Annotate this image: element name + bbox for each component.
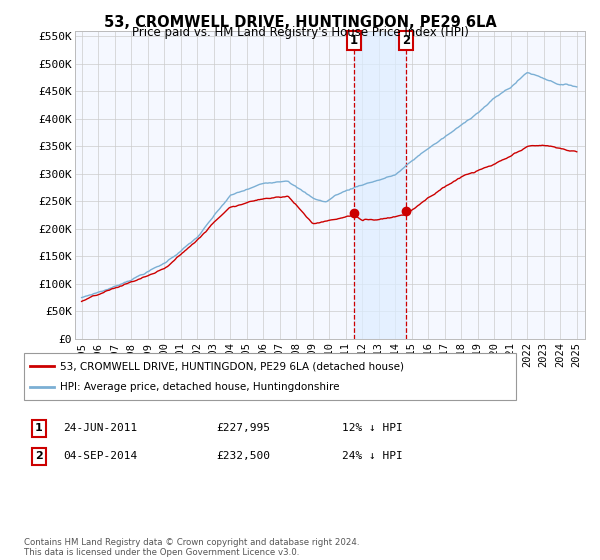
Text: Price paid vs. HM Land Registry's House Price Index (HPI): Price paid vs. HM Land Registry's House … (131, 26, 469, 39)
Text: 04-SEP-2014: 04-SEP-2014 (63, 451, 137, 461)
Text: 2: 2 (35, 451, 43, 461)
Text: 53, CROMWELL DRIVE, HUNTINGDON, PE29 6LA (detached house): 53, CROMWELL DRIVE, HUNTINGDON, PE29 6LA… (60, 361, 404, 371)
Bar (353, 31, 406, 339)
Text: 53, CROMWELL DRIVE, HUNTINGDON, PE29 6LA: 53, CROMWELL DRIVE, HUNTINGDON, PE29 6LA (104, 15, 496, 30)
Text: 24-JUN-2011: 24-JUN-2011 (63, 423, 137, 433)
Text: Contains HM Land Registry data © Crown copyright and database right 2024.
This d: Contains HM Land Registry data © Crown c… (24, 538, 359, 557)
Text: HPI: Average price, detached house, Huntingdonshire: HPI: Average price, detached house, Hunt… (60, 382, 340, 392)
Text: 1: 1 (350, 34, 358, 46)
Text: 12% ↓ HPI: 12% ↓ HPI (342, 423, 403, 433)
Text: 2: 2 (402, 34, 410, 46)
Text: £232,500: £232,500 (216, 451, 270, 461)
Text: £227,995: £227,995 (216, 423, 270, 433)
Text: 1: 1 (35, 423, 43, 433)
Text: 24% ↓ HPI: 24% ↓ HPI (342, 451, 403, 461)
